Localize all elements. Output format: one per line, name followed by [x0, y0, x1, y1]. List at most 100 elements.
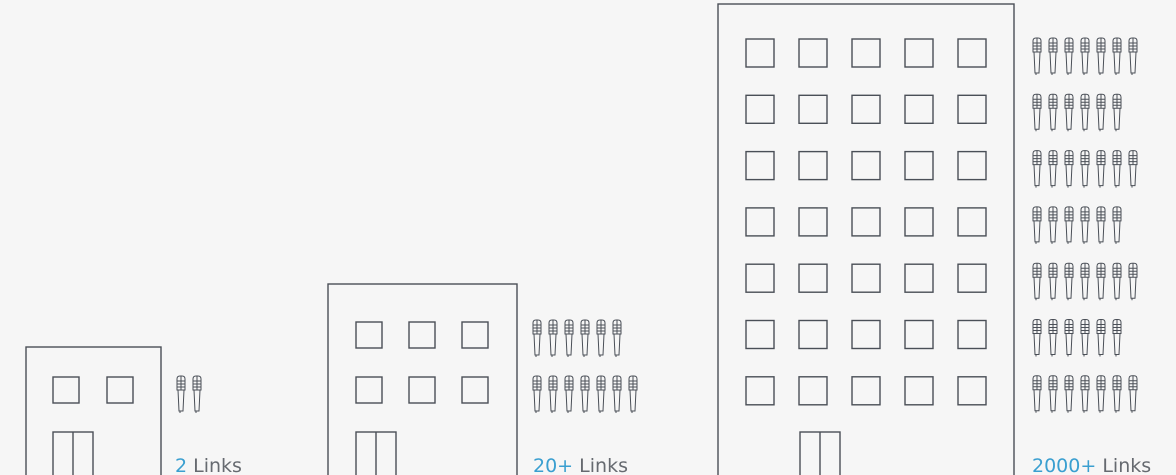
microphone [581, 320, 589, 357]
window [905, 152, 933, 180]
microphone [1097, 207, 1105, 244]
microphone [1033, 38, 1041, 75]
microphone [1049, 376, 1057, 413]
microphone [1113, 207, 1121, 244]
microphone [1033, 207, 1041, 244]
microphone [1113, 320, 1121, 357]
window [746, 39, 774, 67]
window [852, 321, 880, 349]
window [799, 208, 827, 236]
window [799, 377, 827, 405]
window [799, 152, 827, 180]
microphone [629, 376, 637, 413]
label-unit: Links [1102, 455, 1151, 475]
label-number: 20+ [533, 455, 573, 475]
window [905, 321, 933, 349]
microphone [1065, 263, 1073, 300]
microphone [1097, 38, 1105, 75]
window [462, 322, 488, 348]
microphone [1113, 376, 1121, 413]
microphone [613, 320, 621, 357]
window [852, 39, 880, 67]
microphone [1097, 263, 1105, 300]
label-large: 2000+ Links [1032, 455, 1151, 475]
microphone [565, 376, 573, 413]
microphone [1081, 207, 1089, 244]
microphone [1081, 38, 1089, 75]
microphone [1113, 263, 1121, 300]
window [746, 208, 774, 236]
window [799, 95, 827, 123]
microphone [549, 320, 557, 357]
window [852, 264, 880, 292]
microphone [1049, 94, 1057, 131]
window [958, 152, 986, 180]
window [958, 208, 986, 236]
page: 2 Links 20+ Links 2000+ Links (() => { c… [0, 0, 1176, 475]
window [409, 377, 435, 403]
label-number: 2 [175, 455, 187, 475]
microphone [597, 320, 605, 357]
window [905, 95, 933, 123]
microphone [1129, 151, 1137, 188]
microphone [1033, 94, 1041, 131]
microphone [1049, 320, 1057, 357]
window [799, 321, 827, 349]
label-medium: 20+ Links [533, 455, 628, 475]
microphone [1033, 263, 1041, 300]
microphone [1033, 376, 1041, 413]
buildings [26, 4, 1137, 475]
microphone [1113, 38, 1121, 75]
window [905, 264, 933, 292]
microphone [1081, 376, 1089, 413]
microphone [1065, 94, 1073, 131]
microphone [1097, 376, 1105, 413]
microphone [1065, 376, 1073, 413]
microphone [1049, 207, 1057, 244]
microphone [565, 320, 573, 357]
microphone [581, 376, 589, 413]
window [905, 377, 933, 405]
window [799, 264, 827, 292]
window [958, 377, 986, 405]
microphone [613, 376, 621, 413]
microphone [1033, 320, 1041, 357]
microphone [549, 376, 557, 413]
window [852, 152, 880, 180]
window [852, 95, 880, 123]
label-small: 2 Links [175, 455, 242, 475]
window [852, 208, 880, 236]
microphone [1097, 94, 1105, 131]
microphone [1129, 263, 1137, 300]
window [356, 377, 382, 403]
window [746, 95, 774, 123]
window [958, 39, 986, 67]
label-number: 2000+ [1032, 455, 1096, 475]
window [746, 152, 774, 180]
window [958, 264, 986, 292]
window [107, 377, 133, 403]
microphone [1113, 94, 1121, 131]
microphone [1065, 207, 1073, 244]
window [905, 208, 933, 236]
microphone [1049, 38, 1057, 75]
window [746, 321, 774, 349]
microphone [1129, 376, 1137, 413]
microphone [1065, 38, 1073, 75]
window [746, 377, 774, 405]
label-unit: Links [193, 455, 242, 475]
microphone [1081, 263, 1089, 300]
microphone [1081, 320, 1089, 357]
microphone [1113, 151, 1121, 188]
microphone [533, 320, 541, 357]
microphone [177, 376, 185, 413]
microphone [1033, 151, 1041, 188]
microphone [533, 376, 541, 413]
illustration: 2 Links 20+ Links 2000+ Links [0, 0, 1176, 475]
window [746, 264, 774, 292]
window [409, 322, 435, 348]
window [958, 321, 986, 349]
window [799, 39, 827, 67]
microphone [597, 376, 605, 413]
window [356, 322, 382, 348]
